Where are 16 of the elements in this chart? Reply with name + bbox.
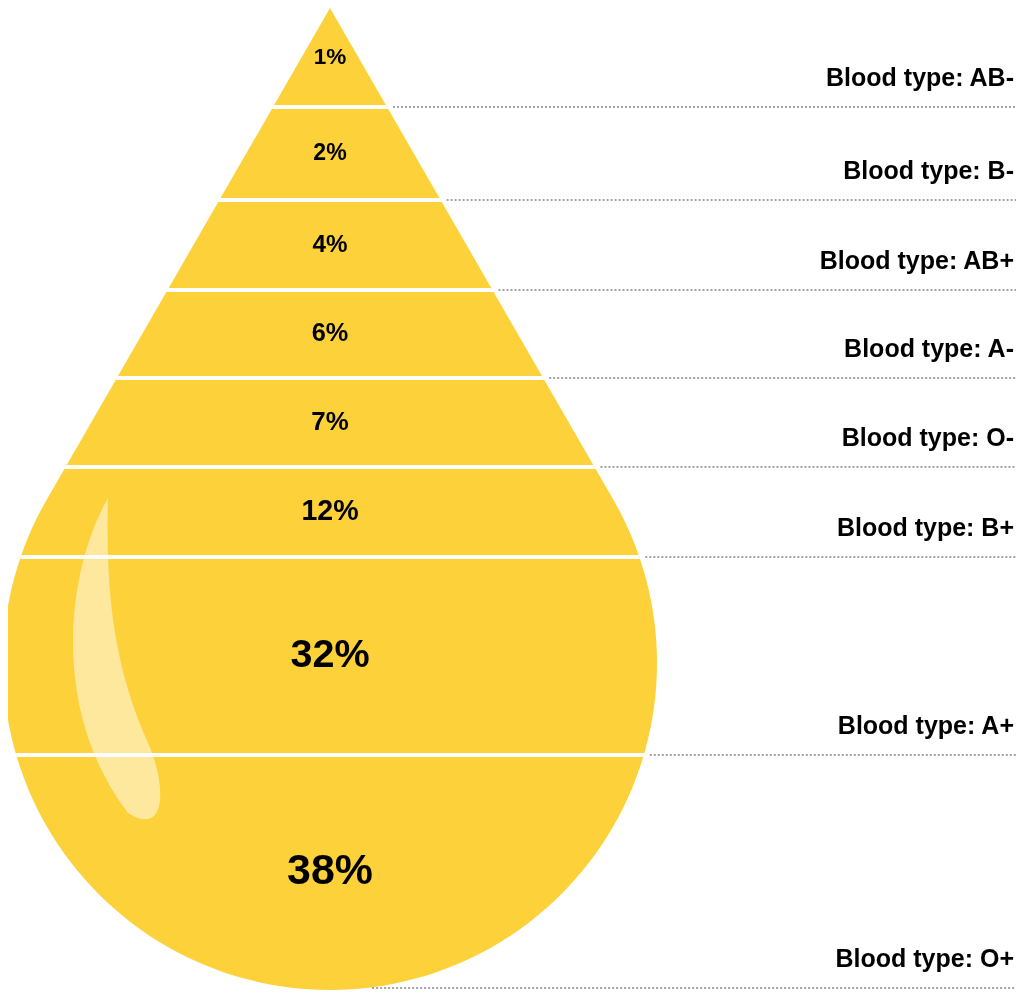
category-label: Blood type: AB- xyxy=(826,62,1014,91)
data-label: 7% xyxy=(311,406,349,435)
data-label: 1% xyxy=(313,43,347,69)
category-label: Blood type: A+ xyxy=(837,710,1014,739)
data-label: 2% xyxy=(313,138,347,165)
data-label: 4% xyxy=(312,229,348,257)
category-label: Blood type: O+ xyxy=(835,943,1014,972)
data-label: 38% xyxy=(287,845,373,894)
data-label: 32% xyxy=(290,630,370,675)
category-label: Blood type: AB+ xyxy=(819,245,1014,274)
category-label: Blood type: B+ xyxy=(836,512,1014,541)
category-label: Blood type: B- xyxy=(843,155,1014,184)
category-label: Blood type: A- xyxy=(844,333,1014,362)
data-label: 12% xyxy=(301,493,359,526)
category-label: Blood type: O- xyxy=(841,422,1014,451)
data-label: 6% xyxy=(311,317,349,346)
